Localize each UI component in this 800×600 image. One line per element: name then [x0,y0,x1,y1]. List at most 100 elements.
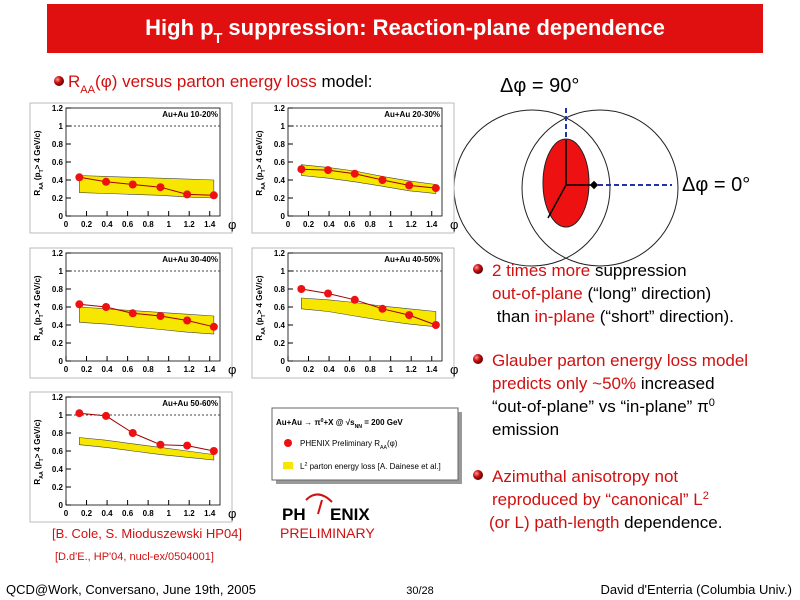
legend-entry: PHENIX Preliminary RAA(φ) [300,439,398,451]
y-tick-label: 0.2 [52,194,64,203]
text-segment: AA [80,84,95,96]
text-segment: emission [492,420,559,439]
x-tick-label: 0.8 [143,365,155,374]
x-tick-label: 0.4 [102,365,114,374]
text-segment: increased [636,374,714,393]
y-tick-label: 0.8 [52,140,64,149]
bullet-line: “out-of-plane” vs “in-plane” π0 [492,397,715,416]
y-tick-label: 0 [281,212,286,221]
text-segment: R [33,190,42,196]
x-tick-label: 0.4 [102,509,114,518]
y-axis-label: RAA (pT> 4 GeV/c) [33,419,45,484]
y-tick-label: 0.4 [274,321,286,330]
text-segment: T [261,169,267,173]
data-point [350,295,359,304]
y-tick-label: 1.2 [52,104,64,113]
text-segment: R [255,190,264,196]
y-tick-label: 1 [59,122,64,131]
data-point [209,447,218,455]
logo: PH [282,505,306,524]
text-segment: 0 [709,397,715,409]
y-tick-label: 1 [281,122,286,131]
x-tick-label: 0.8 [143,509,155,518]
text-segment: NN [355,424,363,430]
text-segment: (p [33,172,42,182]
x-tick-label: 0.4 [324,365,336,374]
diagram [453,108,679,267]
y-tick-label: 0.4 [274,176,286,185]
text-segment: [D.d'E., HP'04, nucl-ex/0504001] [55,551,214,563]
x-tick-label: 0.6 [122,365,134,374]
bullet-line: Azimuthal anisotropy not [492,467,678,486]
text-segment: 2 [703,490,709,502]
text-segment: AA [261,182,267,190]
y-tick-label: 1.2 [52,249,64,258]
data-point [405,181,414,190]
x-axis-label: φ [228,217,236,232]
bullet-line: Glauber parton energy loss model [492,351,748,370]
text-segment: Glauber parton energy loss model [492,351,748,370]
text-segment: R [255,335,264,341]
x-tick-label: 1.4 [426,365,438,374]
y-tick-label: 0.6 [274,158,286,167]
text-segment: than [492,307,535,326]
text-segment: > 4 GeV/c) [33,130,42,169]
panel-label: Au+Au 30-40% [162,255,218,264]
text-segment: (φ) versus parton energy loss [95,72,317,91]
x-axis-label: φ [450,362,458,377]
x-tick-label: 0 [64,509,69,518]
panel-frame [251,102,455,234]
text-segment: +X @ √s [323,418,355,427]
text-segment: 2 times more [492,261,590,280]
x-tick-label: 1.2 [406,365,418,374]
data-point [209,191,218,200]
x-axis-label: φ [228,506,236,521]
bullet-line: out-of-plane (“long” direction) [492,284,711,303]
x-tick-label: 0 [64,365,69,374]
bullet-line: than in-plane (“short” direction). [492,307,734,326]
panel-label: Au+Au 40-50% [384,255,440,264]
x-tick-label: 1.4 [204,220,216,229]
data-line [301,288,437,326]
x-tick-label: 0.6 [344,365,356,374]
text-segment: > 4 GeV/c) [33,419,42,458]
y-axis-label: RAA (pT> 4 GeV/c) [33,275,45,340]
text-segment: suppression [590,261,686,280]
x-tick-label: 0 [286,365,291,374]
text-segment: in-plane [535,307,596,326]
x-tick-label: 0.8 [143,220,155,229]
y-tick-label: 0.4 [52,321,64,330]
y-tick-label: 1 [59,267,64,276]
data-point [350,169,359,178]
y-tick-label: 0 [59,212,64,221]
slide-title: High pT suppression: Reaction-plane depe… [145,15,665,47]
data-point [405,311,414,320]
text-segment: T [261,314,267,318]
data-line [79,176,214,196]
legend-box [271,407,462,484]
dphi-0-label: Δφ = 0° [682,174,750,196]
data-point [209,322,218,331]
data-point [183,316,192,325]
text-segment: L [300,462,305,471]
data-point [156,183,165,192]
x-tick-label: 0.6 [122,220,134,229]
panel-frame [29,102,233,234]
y-tick-label: 0.8 [274,285,286,294]
data-point [75,300,84,309]
x-tick-label: 0.2 [81,220,93,229]
data-point [183,190,192,199]
footer-left: QCD@Work, Conversano, June 19th, 2005 [6,582,256,597]
x-tick-label: 0.8 [365,365,377,374]
data-point [102,177,111,186]
y-tick-label: 0.6 [52,158,64,167]
y-tick-label: 0.8 [52,429,64,438]
y-tick-label: 0 [59,357,64,366]
text-segment: (p [33,461,42,471]
data-point [431,184,440,193]
model-band [79,437,215,461]
text-segment: Δφ = 90° [500,75,579,97]
text-segment: = 200 GeV [362,418,403,427]
data-line [301,168,436,189]
x-tick-label: 0.2 [303,365,315,374]
